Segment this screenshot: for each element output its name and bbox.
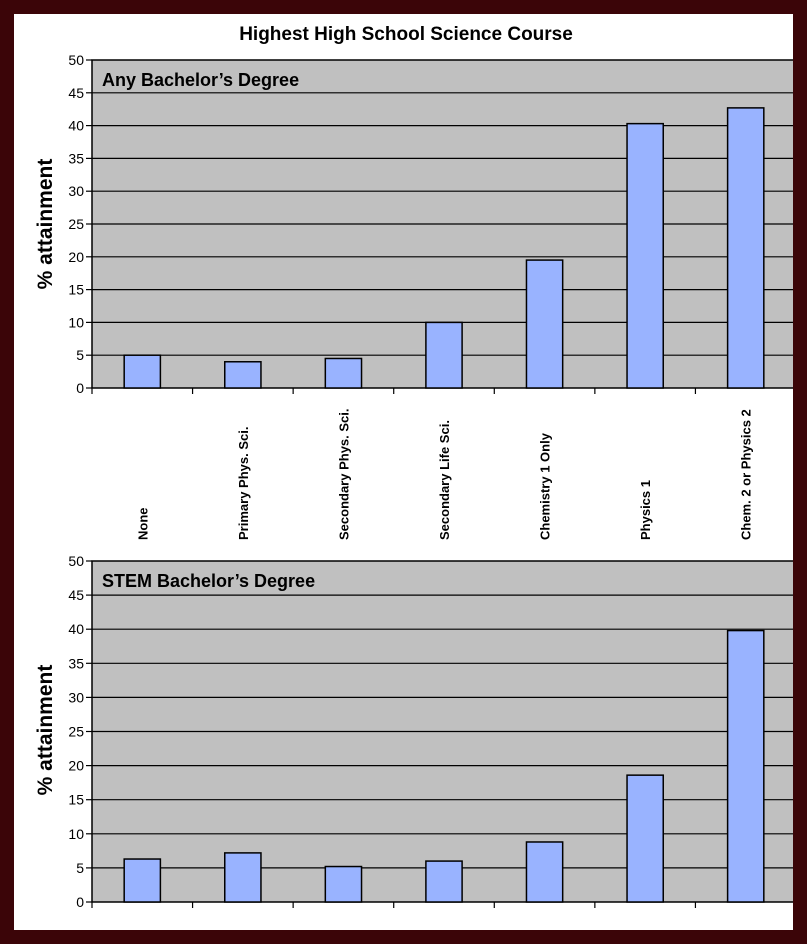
bar-secondary-life-sci xyxy=(425,860,463,903)
y-tick-label: 30 xyxy=(68,183,84,199)
chart-title: Highest High School Science Course xyxy=(239,24,573,45)
y-tick-label: 40 xyxy=(68,118,84,134)
category-label: Secondary Phys. Sci. xyxy=(336,408,351,540)
bar-secondary-phys-sci xyxy=(324,865,363,903)
category-label: Chem. 2 or Physics 2 xyxy=(739,409,754,540)
y-tick-label: 15 xyxy=(68,282,84,298)
chart-svg: Highest High School Science Course Any B… xyxy=(34,24,793,910)
panel-2-y-axis-label: % attainment xyxy=(34,665,57,796)
y-tick-label: 30 xyxy=(68,689,84,705)
y-tick-label: 50 xyxy=(68,52,84,68)
bar-chem-2-or-physics-2 xyxy=(726,629,765,903)
y-tick-label: 0 xyxy=(76,894,84,910)
y-tick-label: 25 xyxy=(68,724,84,740)
y-tick-label: 20 xyxy=(68,249,84,265)
y-tick-label: 10 xyxy=(68,826,84,842)
panel-1-bars xyxy=(123,107,765,389)
bar-secondary-life-sci xyxy=(425,321,463,389)
y-tick-label: 25 xyxy=(68,216,84,232)
y-tick-label: 5 xyxy=(76,347,84,363)
y-tick-label: 40 xyxy=(68,621,84,637)
category-labels: None Primary Phys. Sci. Secondary Phys. Sc… xyxy=(135,408,753,540)
bar-primary-phys-sci xyxy=(224,852,262,903)
bar-chem-2-or-physics-2 xyxy=(726,107,765,389)
y-tick-label: 20 xyxy=(68,758,84,774)
y-tick-label: 35 xyxy=(68,655,84,671)
panel-2-gridlines xyxy=(92,594,793,869)
y-tick-label: 10 xyxy=(68,314,84,330)
category-label: Primary Phys. Sci. xyxy=(236,427,251,540)
y-tick-label: 15 xyxy=(68,792,84,808)
y-tick-label: 45 xyxy=(68,587,84,603)
panel-any-bachelors: Any Bachelor’s Degree % attainment 0 5 10 1… xyxy=(34,52,793,540)
category-label: None xyxy=(135,508,150,541)
bar-primary-phys-sci xyxy=(224,361,262,389)
chart-frame: Highest High School Science Course Any B… xyxy=(14,14,793,930)
panel-2-bars xyxy=(123,629,765,903)
bar-none xyxy=(123,858,162,903)
y-tick-label: 0 xyxy=(76,380,84,396)
panel-2-y-ticks: 0 5 10 15 20 25 30 35 40 45 50 xyxy=(68,553,92,910)
bar-secondary-phys-sci xyxy=(324,357,363,389)
panel-stem-bachelors: STEM Bachelor’s Degree % attainment 0 5 10… xyxy=(34,553,793,910)
panel-2-x-ticks xyxy=(91,902,697,908)
bar-chemistry-1-only xyxy=(525,841,564,903)
category-label: Secondary Life Sci. xyxy=(437,420,452,540)
category-label: Chemistry 1 Only xyxy=(538,432,553,540)
y-tick-label: 5 xyxy=(76,860,84,876)
bar-chemistry-1-only xyxy=(525,259,564,389)
bar-physics-1 xyxy=(626,774,664,903)
y-tick-label: 35 xyxy=(68,150,84,166)
bar-physics-1 xyxy=(626,122,664,389)
panel-1-title: Any Bachelor’s Degree xyxy=(102,70,299,90)
panel-2-title: STEM Bachelor’s Degree xyxy=(102,571,315,591)
y-tick-label: 45 xyxy=(68,85,84,101)
bar-none xyxy=(123,354,162,389)
y-tick-label: 50 xyxy=(68,553,84,569)
panel-1-x-ticks xyxy=(91,388,697,394)
panel-1-y-axis-label: % attainment xyxy=(34,159,57,290)
category-label: Physics 1 xyxy=(638,480,653,540)
panel-1-y-ticks: 0 5 10 15 20 25 30 35 40 45 50 xyxy=(68,52,92,396)
